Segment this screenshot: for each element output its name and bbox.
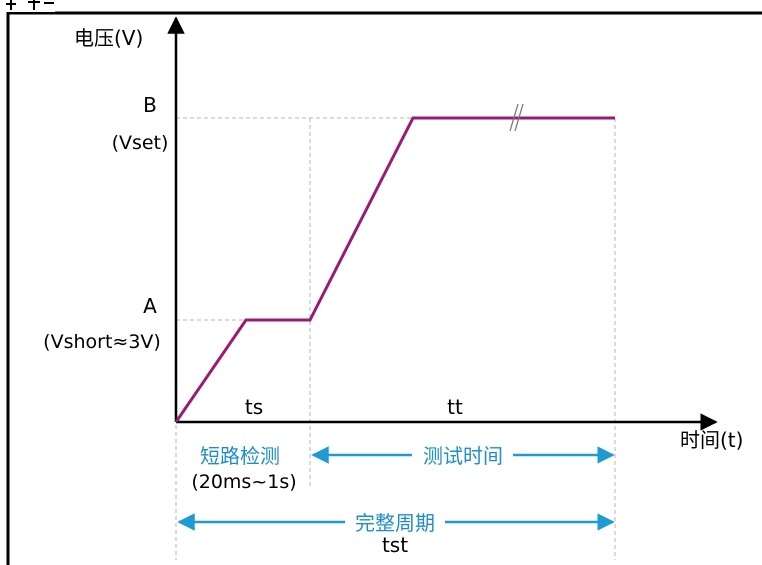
frame-border [6, 11, 762, 565]
top-left-fragment [0, 0, 55, 12]
y-axis-label: 电压(V) [74, 26, 143, 50]
test-time-label: 测试时间 [423, 444, 503, 468]
level-b-letter: B [143, 93, 157, 117]
full-cycle-label: 完整周期 [355, 511, 435, 535]
x-axis-label: 时间(t) [680, 428, 743, 452]
level-b-value: (Vset) [112, 132, 169, 154]
top-left-fragment-glyphs [6, 0, 54, 10]
axis-break-icon [509, 103, 524, 132]
voltage-curve [174, 116, 615, 423]
guide-lines [175, 117, 616, 560]
phase-tt-label: tt [447, 395, 463, 419]
short-detect-label: 短路检测 [200, 444, 280, 468]
level-a-letter: A [143, 294, 157, 318]
phase-ts-label: ts [245, 395, 263, 419]
level-a-value: (Vshort≈3V) [43, 331, 161, 353]
tst-label: tst [382, 533, 408, 557]
short-detect-time: (20ms~1s) [191, 471, 296, 493]
